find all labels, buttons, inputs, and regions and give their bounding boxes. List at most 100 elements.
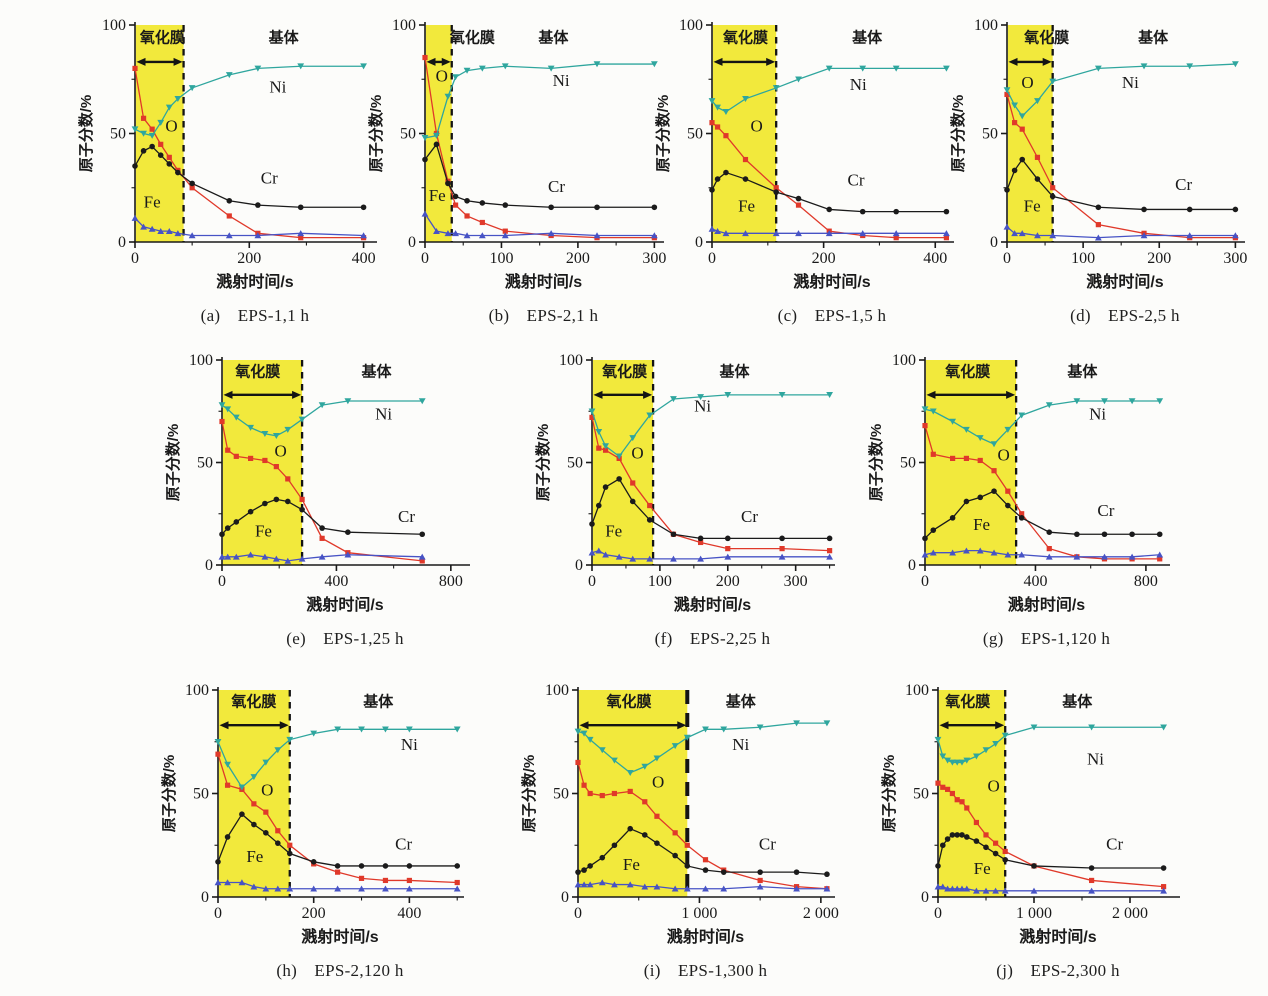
y-axis-title: 原子分数/% xyxy=(867,424,885,502)
x-axis-title: 溅射时间/s xyxy=(301,927,378,946)
y-tick-label: 100 xyxy=(905,682,929,699)
oxide-film-label: 氧化膜 xyxy=(722,28,768,46)
chart-d-caption: (d) EPS-2,5 h xyxy=(1070,306,1180,325)
chart-h-canvas: 0 200 400 0 50 100 溅射时间/s 原子分数/% 氧化膜 基体 Ni O Cr Fe xyxy=(160,682,464,946)
series-label-Cr: Cr xyxy=(395,834,412,853)
oxide-film-label: 氧化膜 xyxy=(230,693,276,711)
series-label-Ni: Ni xyxy=(1122,73,1139,92)
x-axis-title: 溅射时间/s xyxy=(674,595,751,614)
series-Fe xyxy=(921,547,1164,560)
series-label-Cr: Cr xyxy=(741,507,758,526)
series-Ni xyxy=(131,63,367,139)
oxide-extent-arrow xyxy=(426,57,451,66)
series-Fe xyxy=(131,214,367,239)
oxide-extent-arrow xyxy=(579,721,687,730)
y-tick-label: 0 xyxy=(990,234,998,251)
series-Ni xyxy=(574,720,831,776)
series-Fe xyxy=(421,210,658,239)
y-tick-label: 0 xyxy=(921,889,929,906)
series-Fe xyxy=(574,879,831,892)
y-tick-label: 100 xyxy=(392,17,416,34)
series-Ni xyxy=(588,392,834,460)
y-tick-label: 50 xyxy=(400,126,416,143)
chart-i-canvas: 0 1 000 2 000 0 50 100 溅射时间/s 原子分数/% 氧化膜 基体 Ni O Cr F… xyxy=(520,682,839,946)
series-Ni xyxy=(921,398,1164,448)
y-tick-label: 50 xyxy=(567,455,583,472)
x-tick-label: 100 xyxy=(648,573,672,590)
y-tick-label: 0 xyxy=(118,234,126,251)
axes xyxy=(706,22,954,248)
oxide-film-label: 氧化膜 xyxy=(601,362,647,380)
chart-c-caption: (c) EPS-1,5 h xyxy=(777,306,887,325)
y-tick-label: 50 xyxy=(913,786,929,803)
series-label-Ni: Ni xyxy=(732,735,749,754)
x-tick-label: 0 xyxy=(421,250,429,267)
x-tick-label: 0 xyxy=(921,573,929,590)
series-label-Cr: Cr xyxy=(759,834,776,853)
chart-j-canvas: 0 1 000 2 000 0 50 100 溅射时间/s 原子分数/% 氧化膜 基体 Ni O Cr F… xyxy=(880,682,1180,946)
x-tick-label: 2 000 xyxy=(1112,905,1148,922)
oxide-film-label: 氧化膜 xyxy=(1023,28,1069,46)
y-tick-label: 0 xyxy=(908,557,916,574)
series-Ni xyxy=(214,726,461,791)
series-label-Cr: Cr xyxy=(1175,175,1192,194)
series-O xyxy=(219,418,425,564)
series-label-Ni: Ni xyxy=(553,71,570,90)
series-label-Cr: Cr xyxy=(1106,834,1123,853)
series-Cr xyxy=(575,825,830,878)
chart-i-caption: (i) EPS-1,300 h xyxy=(643,961,768,980)
chart-f-caption: (f) EPS-2,25 h xyxy=(654,629,771,648)
chart-e: 0 400 800 0 50 100 溅射时间/s 原子分数/% 氧化膜 基体 Ni O Cr Fe (e)… xyxy=(164,346,484,649)
y-tick-label: 50 xyxy=(553,786,569,803)
y-tick-label: 0 xyxy=(201,889,209,906)
y-axis-title: 原子分数/% xyxy=(77,95,95,173)
chart-g-caption: (g) EPS-1,120 h xyxy=(982,629,1111,648)
series-Cr xyxy=(935,832,1167,871)
x-tick-label: 400 xyxy=(324,573,348,590)
series-O xyxy=(575,759,830,892)
y-tick-label: 50 xyxy=(900,455,916,472)
chart-j: 0 1 000 2 000 0 50 100 溅射时间/s 原子分数/% 氧化膜 基体 Ni O Cr F… xyxy=(880,676,1194,981)
series-label-O: O xyxy=(751,116,763,135)
x-tick-label: 0 xyxy=(1003,250,1011,267)
chart-g: 0 400 800 0 50 100 溅射时间/s 原子分数/% 氧化膜 基体 Ni O Cr Fe (g)… xyxy=(867,346,1184,649)
series-Fe xyxy=(708,225,950,237)
x-axis-title: 溅射时间/s xyxy=(505,272,582,291)
oxide-extent-arrow xyxy=(593,390,653,399)
series-label-Fe: Fe xyxy=(623,855,640,874)
y-tick-label: 100 xyxy=(892,352,916,369)
x-tick-label: 200 xyxy=(716,573,740,590)
y-tick-label: 50 xyxy=(110,126,126,143)
series-label-Fe: Fe xyxy=(255,521,272,540)
series-label-Fe: Fe xyxy=(246,847,263,866)
chart-c: 0 200 400 0 50 100 溅射时间/s 原子分数/% 氧化膜 基体 Ni O Cr Fe (c)… xyxy=(654,11,968,326)
oxide-film-region xyxy=(592,360,654,565)
series-label-Fe: Fe xyxy=(738,197,755,216)
x-tick-label: 2 000 xyxy=(803,905,839,922)
series-Fe xyxy=(1003,223,1239,241)
x-tick-label: 100 xyxy=(489,250,513,267)
series-Cr xyxy=(922,488,1163,542)
chart-a-caption: (a) EPS-1,1 h xyxy=(200,306,310,325)
series-Ni xyxy=(421,61,658,142)
series-label-Ni: Ni xyxy=(375,404,392,423)
chart-b-caption: (b) EPS-2,1 h xyxy=(488,306,599,325)
series-Cr xyxy=(589,476,833,542)
chart-f: 0 100 200 300 0 50 100 溅射时间/s 原子分数/% 氧化膜 基体 Ni O Cr Fe… xyxy=(534,346,849,649)
oxide-film-label: 氧化膜 xyxy=(449,28,495,46)
chart-a-canvas: 0 200 400 0 50 100 溅射时间/s 原子分数/% 氧化膜 基体 Ni O Cr Fe xyxy=(77,17,377,291)
y-axis-title: 原子分数/% xyxy=(949,95,967,173)
series-label-O: O xyxy=(652,772,664,791)
y-axis-title: 原子分数/% xyxy=(520,755,538,833)
x-tick-label: 100 xyxy=(1071,250,1095,267)
oxide-film-label: 氧化膜 xyxy=(605,693,651,711)
chart-a: 0 200 400 0 50 100 溅射时间/s 原子分数/% 氧化膜 基体 Ni O Cr Fe (a)… xyxy=(77,11,391,326)
x-tick-label: 0 xyxy=(588,573,596,590)
x-tick-label: 200 xyxy=(812,250,836,267)
y-axis-title: 原子分数/% xyxy=(654,95,672,173)
series-label-O: O xyxy=(998,445,1010,464)
x-axis-title: 溅射时间/s xyxy=(1008,595,1085,614)
series-label-Fe: Fe xyxy=(605,521,622,540)
